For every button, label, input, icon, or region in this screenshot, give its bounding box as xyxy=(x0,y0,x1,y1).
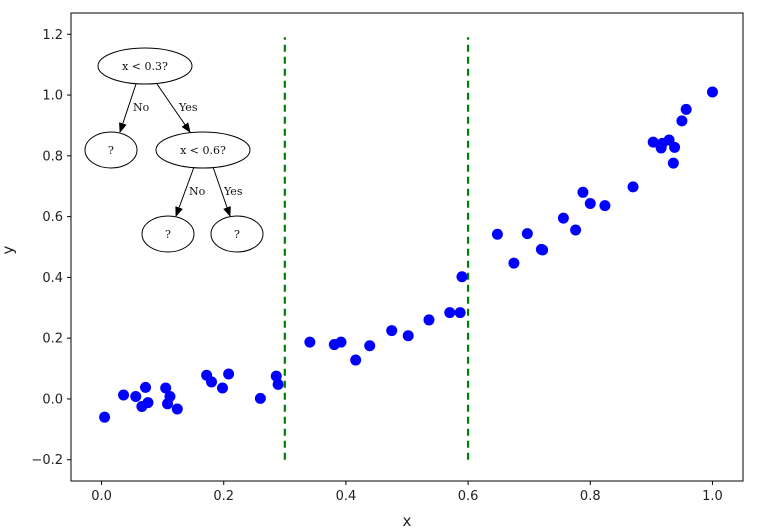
tree-leaf-left xyxy=(84,131,138,169)
y-tick-label: −0.2 xyxy=(31,453,63,468)
data-point xyxy=(521,228,533,240)
data-point xyxy=(99,411,111,423)
x-tick-label: 0.6 xyxy=(458,489,479,504)
x-axis-ticks: 0.0 0.2 0.4 0.6 0.8 1.0 xyxy=(91,481,723,504)
y-tick-label: 0.4 xyxy=(42,271,63,286)
data-point xyxy=(454,307,466,319)
tree-leaf-child-left-label: ? xyxy=(165,228,171,241)
data-point xyxy=(456,271,468,283)
data-point xyxy=(335,336,347,348)
data-point xyxy=(508,257,520,269)
x-tick-label: 0.0 xyxy=(91,489,112,504)
data-points xyxy=(99,86,718,423)
tree-edge-child-no xyxy=(175,166,195,217)
data-point xyxy=(402,330,414,342)
data-point xyxy=(676,115,688,127)
data-point xyxy=(130,391,142,403)
data-point xyxy=(206,376,218,388)
data-point xyxy=(667,157,679,169)
tree-node-root-label: x < 0.3? xyxy=(122,60,168,73)
x-tick-label: 0.8 xyxy=(580,489,601,504)
y-axis-label: y xyxy=(0,245,17,254)
data-point xyxy=(680,103,692,115)
data-point xyxy=(647,136,659,148)
y-axis-ticks: −0.2 0.0 0.2 0.4 0.6 0.8 1.0 1.2 xyxy=(31,28,71,468)
tree-edge-label-root-yes: Yes xyxy=(178,101,198,114)
data-point xyxy=(118,389,130,401)
x-tick-label: 0.4 xyxy=(336,489,357,504)
tree-edge-root-yes xyxy=(156,83,191,133)
data-point xyxy=(669,141,681,153)
data-point xyxy=(160,382,172,394)
tree-node-child xyxy=(155,131,251,169)
tree-edge-label-child-yes: Yes xyxy=(223,185,243,198)
data-point xyxy=(272,378,284,390)
plot-area-frame xyxy=(70,12,744,482)
y-tick-label: 1.2 xyxy=(42,28,63,43)
tree-edge-label-root-no: No xyxy=(133,101,150,114)
tree-node-child-label: x < 0.6? xyxy=(180,144,226,157)
data-point xyxy=(577,186,589,198)
y-tick-label: 0.8 xyxy=(42,149,63,164)
data-point xyxy=(537,244,549,256)
data-point xyxy=(557,212,569,224)
data-point xyxy=(254,392,266,404)
split-lines xyxy=(283,37,470,460)
x-tick-label: 1.0 xyxy=(702,489,723,504)
tree-leaf-child-left xyxy=(141,215,195,253)
data-point xyxy=(444,307,456,319)
tree-node-root xyxy=(97,47,193,85)
data-point xyxy=(570,224,582,236)
data-point xyxy=(223,368,235,380)
data-point xyxy=(142,397,154,409)
data-point xyxy=(627,181,639,193)
data-point xyxy=(217,382,229,394)
data-point xyxy=(270,370,282,382)
data-point xyxy=(599,200,611,212)
tree-edge-root-no xyxy=(119,83,137,133)
y-tick-label: 1.0 xyxy=(42,89,63,104)
x-tick-label: 0.2 xyxy=(213,489,234,504)
data-point xyxy=(386,325,398,337)
data-point xyxy=(423,314,435,326)
data-point xyxy=(364,340,376,352)
tree-edge-child-yes xyxy=(212,166,231,217)
y-tick-label: 0.2 xyxy=(42,332,63,347)
data-point xyxy=(171,403,183,415)
data-point xyxy=(140,381,152,393)
tree-leaf-child-right xyxy=(210,215,264,253)
x-axis-label: x xyxy=(403,512,412,530)
decision-tree-diagram: No Yes No Yes x < 0.3? ? x < 0.6? ? ? xyxy=(84,47,264,253)
data-point xyxy=(706,86,718,98)
data-point xyxy=(491,228,503,240)
y-tick-label: 0.0 xyxy=(42,392,63,407)
data-point xyxy=(304,336,316,348)
tree-edge-label-child-no: No xyxy=(189,185,206,198)
data-point xyxy=(350,354,362,366)
tree-leaf-child-right-label: ? xyxy=(234,228,240,241)
tree-leaf-left-label: ? xyxy=(108,144,114,157)
data-point xyxy=(584,198,596,210)
y-tick-label: 0.6 xyxy=(42,210,63,225)
data-point xyxy=(164,391,176,403)
